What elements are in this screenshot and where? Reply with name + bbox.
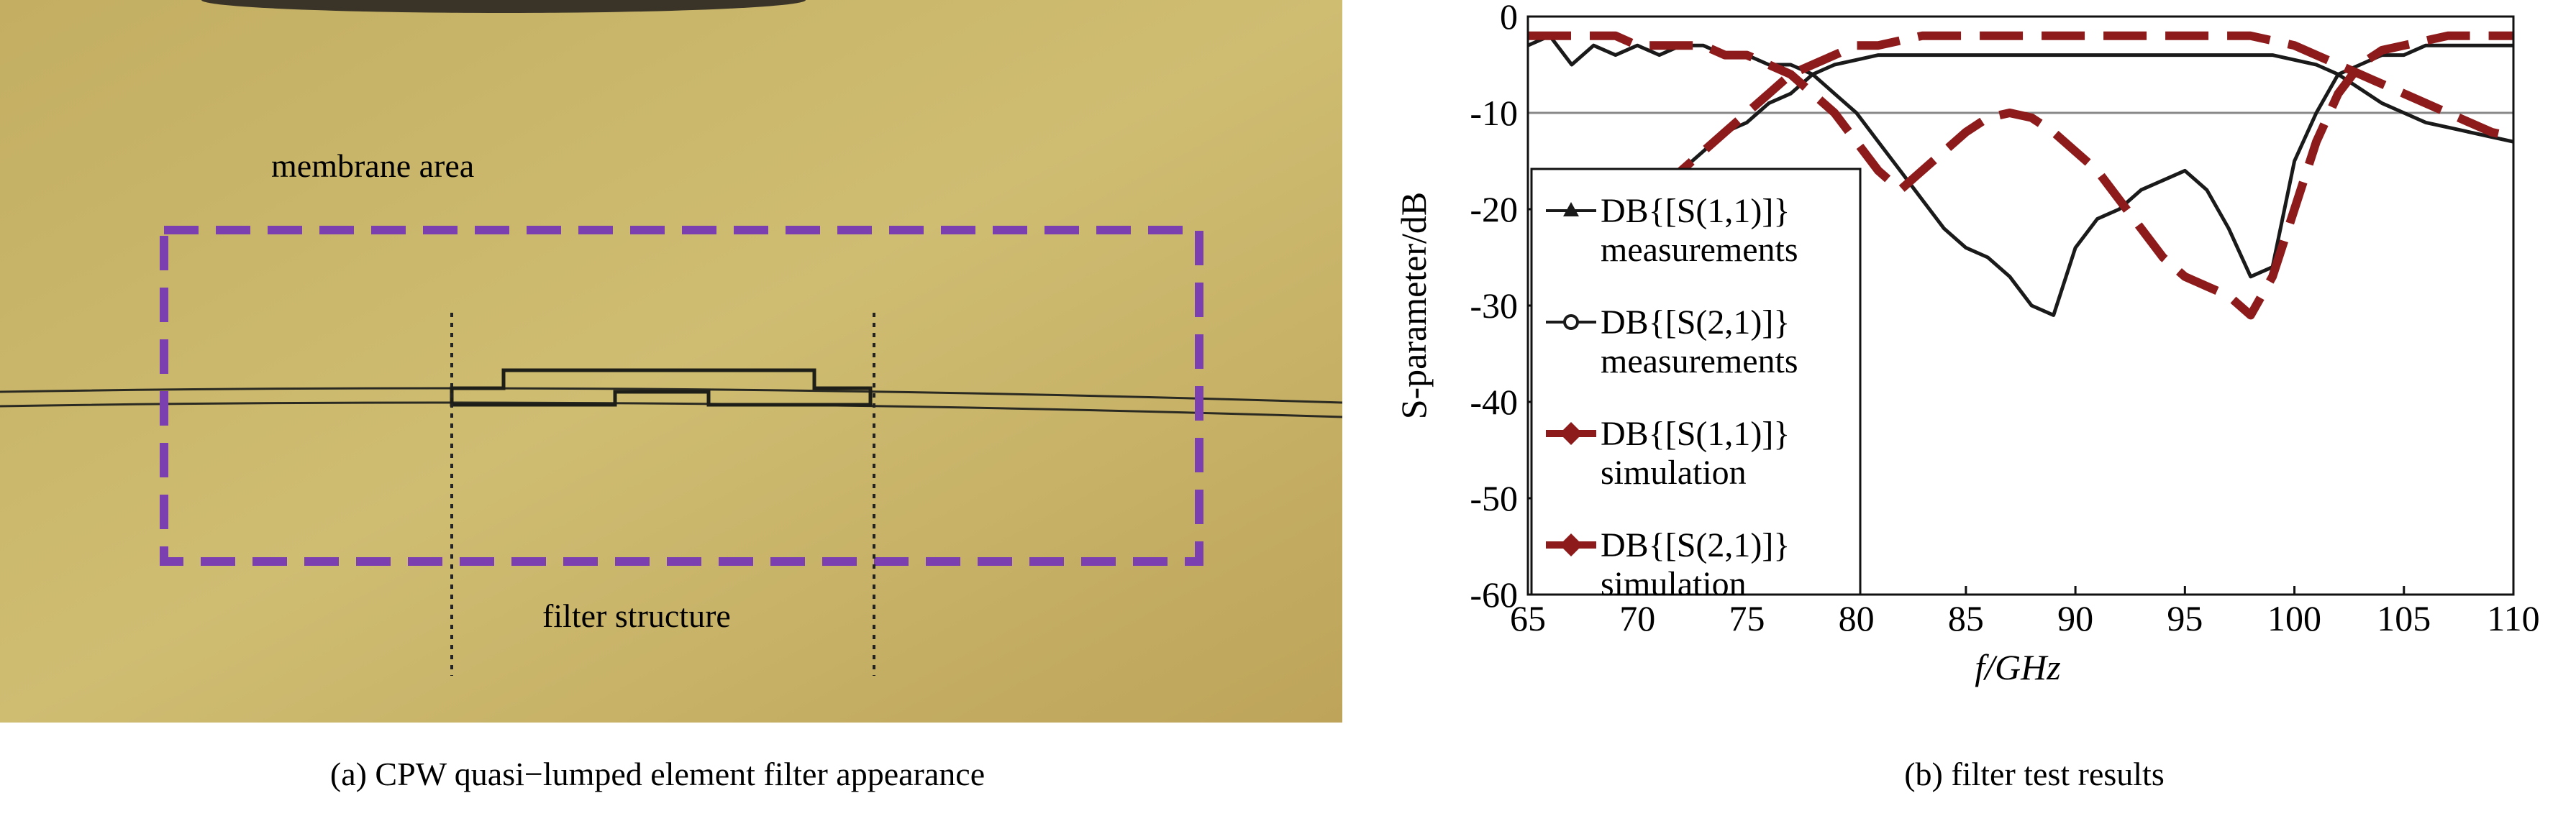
y-tick-label: -40 bbox=[1470, 382, 1518, 422]
legend-label: DB{[S(2,1)]} simulation bbox=[1601, 526, 1798, 603]
plot-frame bbox=[1526, 15, 2515, 596]
photo-label: filter structure bbox=[542, 597, 731, 634]
legend-label: DB{[S(1,1)]} simulation bbox=[1601, 415, 1798, 492]
y-tick-label: -10 bbox=[1470, 93, 1518, 133]
legend-label: DB{[S(1,1)]} measurements bbox=[1601, 192, 1798, 269]
y-tick-label: -30 bbox=[1470, 285, 1518, 326]
y-tick-label: -60 bbox=[1470, 574, 1518, 615]
x-tick-label: 80 bbox=[1839, 598, 1875, 638]
caption: (b) filter test results bbox=[1904, 756, 2165, 792]
photo: membrane area filter structure bbox=[0, 0, 1343, 723]
series-line bbox=[1528, 31, 2513, 320]
photo-shadow bbox=[201, 0, 806, 13]
x-tick-label: 110 bbox=[2487, 598, 2539, 638]
photo-label: membrane area bbox=[271, 147, 474, 184]
x-tick-label: 65 bbox=[1510, 598, 1546, 638]
x-tick-label: 85 bbox=[1948, 598, 1984, 638]
x-tick-label: 100 bbox=[2267, 598, 2321, 638]
x-tick-label: 75 bbox=[1729, 598, 1765, 638]
x-tick-label: 105 bbox=[2377, 598, 2431, 638]
cpw-line bbox=[0, 387, 1343, 418]
membrane-outline bbox=[160, 226, 1203, 566]
y-tick-label: 0 bbox=[1500, 0, 1518, 37]
plot-area bbox=[1528, 31, 2513, 320]
legend-marker bbox=[1563, 202, 1579, 216]
legend-marker bbox=[1563, 314, 1579, 330]
y-tick-label: -50 bbox=[1470, 478, 1518, 518]
x-tick-label: 90 bbox=[2057, 598, 2093, 638]
y-tick-label: -20 bbox=[1470, 189, 1518, 229]
caption: (a) CPW quasi−lumped element filter appe… bbox=[330, 756, 985, 792]
legend-marker bbox=[1560, 422, 1583, 445]
x-tick-label: 70 bbox=[1619, 598, 1655, 638]
series-line bbox=[1656, 31, 2513, 193]
photo-background bbox=[0, 0, 1342, 723]
legend-label: DB{[S(2,1)]} measurements bbox=[1601, 303, 1798, 380]
filter-trace bbox=[450, 368, 873, 407]
legend-marker bbox=[1560, 533, 1583, 556]
x-tick-label: 95 bbox=[2167, 598, 2203, 638]
x-axis-label: f/GHz bbox=[1975, 647, 2060, 687]
y-axis-label: S-parameter/dB bbox=[1393, 192, 1434, 420]
legend-box bbox=[1530, 168, 1862, 596]
